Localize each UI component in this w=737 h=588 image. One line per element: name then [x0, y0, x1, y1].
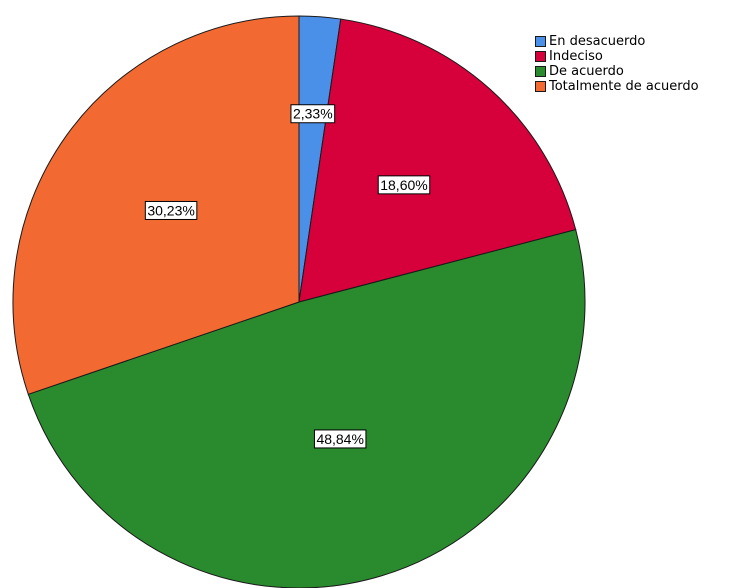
pie-slice-de-acuerdo [27, 229, 586, 588]
data-label-de-acuerdo: 48,84% [313, 429, 367, 449]
legend-item-indeciso: Indeciso [535, 49, 699, 64]
data-label-box [377, 175, 431, 195]
pie-slice-indeciso [298, 18, 577, 303]
data-label-box [144, 200, 198, 220]
legend-swatch [535, 51, 546, 62]
legend-item-en-desacuerdo: En desacuerdo [535, 34, 699, 49]
data-label-text: 30,23% [147, 202, 194, 218]
legend-item-totalmente-de-acuerdo: Totalmente de acuerdo [535, 79, 699, 94]
legend-swatch [535, 36, 546, 47]
pie-slices [12, 15, 586, 588]
data-label-en-desacuerdo: 2,33% [290, 104, 336, 124]
data-label-box [313, 429, 367, 449]
data-label-text: 18,60% [380, 177, 427, 193]
legend-label: Totalmente de acuerdo [549, 79, 699, 94]
data-label-box [290, 104, 336, 124]
chart-legend: En desacuerdo Indeciso De acuerdo Totalm… [535, 34, 699, 94]
data-label-text: 2,33% [293, 106, 333, 122]
legend-swatch [535, 81, 546, 92]
legend-item-de-acuerdo: De acuerdo [535, 64, 699, 79]
data-label-indeciso: 18,60% [377, 175, 431, 195]
data-label-text: 48,84% [316, 431, 363, 447]
legend-label: Indeciso [549, 49, 603, 64]
data-label-totalmente-de-acuerdo: 30,23% [144, 200, 198, 220]
legend-swatch [535, 66, 546, 77]
legend-label: De acuerdo [549, 64, 624, 79]
pie-labels: 2,33% 18,60% 48,84% 30,23% [144, 104, 431, 449]
legend-label: En desacuerdo [549, 34, 646, 49]
